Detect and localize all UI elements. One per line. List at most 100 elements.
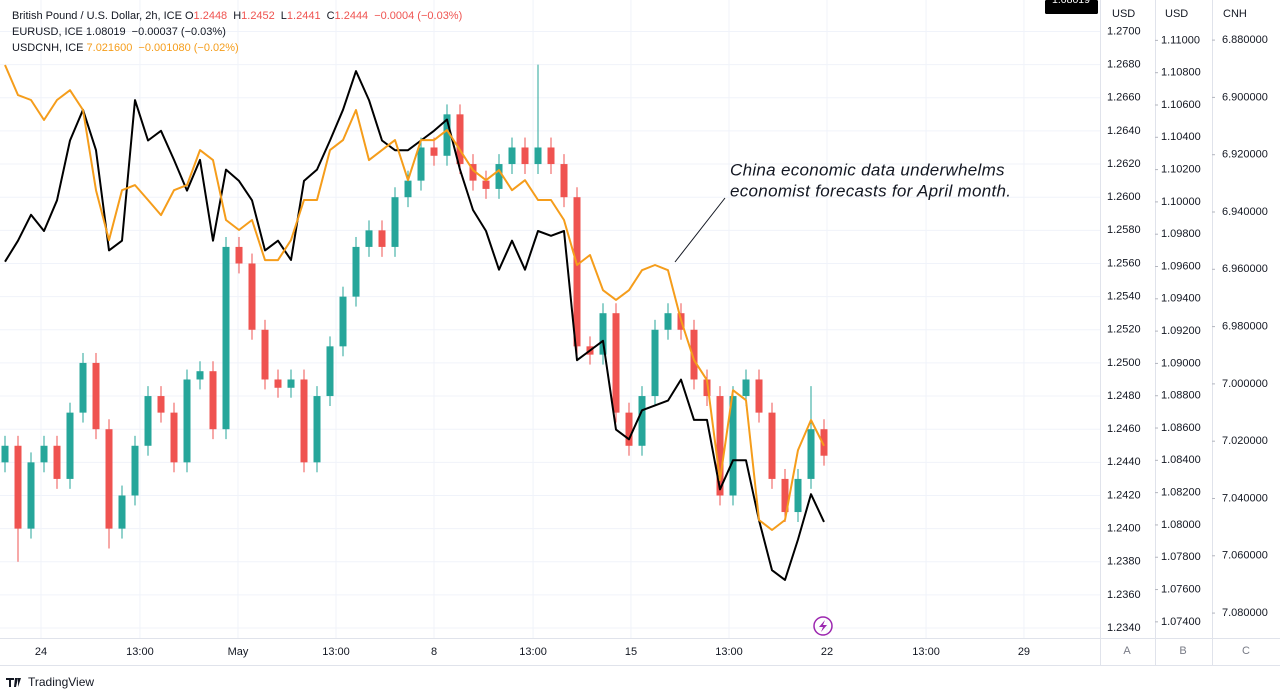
candle-body — [170, 412, 178, 463]
x-tick-label: 13:00 — [322, 646, 350, 658]
legend-change: −0.0004 (−0.03%) — [374, 10, 463, 22]
y2-tick-label: 1.08600 — [1161, 422, 1201, 434]
candle-body — [209, 371, 217, 430]
y2-tick-label: 1.09600 — [1161, 260, 1201, 272]
axis-title: USD — [1165, 8, 1188, 20]
candle-body — [755, 379, 763, 413]
annotation-line: China economic data underwhelms — [730, 160, 1005, 179]
x-tick-label: 13:00 — [912, 646, 940, 658]
legend-row: USDCNH, ICE 7.021600 −0.001080 (−0.02%) — [12, 40, 465, 56]
legend-item: L1.2441 — [281, 10, 324, 22]
candle-body — [1, 445, 9, 463]
candle-body — [781, 478, 789, 513]
x-tick-label: May — [228, 646, 249, 658]
legend: British Pound / U.S. Dollar, 2h, ICE O1.2… — [12, 8, 465, 56]
y2-tick-label: 1.09800 — [1161, 228, 1201, 240]
legend-item: O1.2448 — [185, 10, 230, 22]
y-tick-label: 1.2640 — [1107, 125, 1141, 137]
axis-letter: A — [1123, 645, 1131, 657]
candle-body — [118, 495, 126, 529]
y2-tick-label: 1.09400 — [1161, 293, 1201, 305]
candle-body — [625, 412, 633, 446]
y2-tick-label: 1.07600 — [1161, 583, 1201, 595]
candle-body — [27, 462, 35, 529]
legend-row: EURUSD, ICE 1.08019 −0.00037 (−0.03%) — [12, 24, 465, 40]
candle-body — [638, 396, 646, 446]
y-tick-label: 1.2440 — [1107, 456, 1141, 468]
y3-tick-label: 6.880000 — [1222, 34, 1268, 46]
y-tick-label: 1.2420 — [1107, 489, 1141, 501]
y3-tick-label: 6.960000 — [1222, 263, 1268, 275]
y2-tick-label: 1.10200 — [1161, 164, 1201, 176]
candle-body — [14, 445, 22, 529]
candle-body — [820, 429, 828, 456]
series-name-tag-text: 1.08019 — [1052, 0, 1090, 6]
y-tick-label: 1.2560 — [1107, 257, 1141, 269]
candle-body — [599, 313, 607, 355]
y3-tick-label: 7.040000 — [1222, 492, 1268, 504]
y-tick-label: 1.2520 — [1107, 324, 1141, 336]
candle-body — [794, 478, 802, 513]
legend-title: British Pound / U.S. Dollar, 2h, ICE — [12, 10, 182, 22]
axis-letter: C — [1242, 645, 1250, 657]
candle-body — [313, 396, 321, 463]
candle-body — [339, 296, 347, 347]
y-tick-label: 1.2700 — [1107, 25, 1141, 37]
candle-body — [378, 230, 386, 247]
footer-logo — [6, 678, 21, 687]
y2-tick-label: 1.10800 — [1161, 67, 1201, 79]
y-tick-label: 1.2360 — [1107, 589, 1141, 601]
y-tick-label: 1.2600 — [1107, 191, 1141, 203]
legend-title: USDCNH, ICE — [12, 42, 84, 54]
candle-body — [482, 180, 490, 189]
candle-body — [742, 379, 750, 397]
y2-tick-label: 1.08200 — [1161, 487, 1201, 499]
x-tick-label: 15 — [625, 646, 637, 658]
y3-tick-label: 7.060000 — [1222, 550, 1268, 562]
candle-body — [352, 246, 360, 297]
y3-tick-label: 6.900000 — [1222, 91, 1268, 103]
candle-body — [365, 230, 373, 247]
legend-item: C1.2444 — [327, 10, 372, 22]
candle-body — [144, 396, 152, 446]
legend-change: −0.00037 (−0.03%) — [131, 26, 226, 38]
legend-value: 1.2448 — [193, 10, 228, 22]
candle-body — [417, 147, 425, 181]
x-tick-label: 8 — [431, 646, 437, 658]
candle-body — [92, 362, 100, 430]
y2-tick-label: 1.08800 — [1161, 390, 1201, 402]
candle-body — [157, 396, 165, 413]
y-tick-label: 1.2540 — [1107, 291, 1141, 303]
legend-title: EURUSD, ICE — [12, 26, 83, 38]
line-series — [4, 70, 825, 581]
y3-tick-label: 7.080000 — [1222, 607, 1268, 619]
legend-change: −0.001080 (−0.02%) — [138, 42, 239, 54]
y-tick-label: 1.2500 — [1107, 357, 1141, 369]
y2-tick-label: 1.08000 — [1161, 519, 1201, 531]
candle-body — [261, 329, 269, 380]
candle-body — [456, 114, 464, 165]
y2-tick-label: 1.10000 — [1161, 196, 1201, 208]
event-icon[interactable] — [813, 616, 833, 636]
candle-body — [716, 396, 724, 496]
annotation-pointer — [674, 197, 726, 263]
axis-title: USD — [1112, 8, 1135, 20]
legend-row: British Pound / U.S. Dollar, 2h, ICE O1.2… — [12, 8, 465, 24]
legend-key: O — [184, 10, 194, 22]
y-tick-label: 1.2680 — [1107, 59, 1141, 71]
x-tick-label: 13:00 — [519, 646, 547, 658]
candle-body — [66, 412, 74, 479]
candle-body — [248, 263, 256, 330]
y3-tick-label: 6.920000 — [1222, 149, 1268, 161]
y2-tick-label: 1.08400 — [1161, 454, 1201, 466]
candle-body — [612, 313, 620, 413]
y-tick-label: 1.2380 — [1107, 556, 1141, 568]
event-icon-bolt — [819, 620, 827, 632]
y-tick-label: 1.2480 — [1107, 390, 1141, 402]
legend-key: L — [280, 10, 287, 22]
legend-value: 1.08019 — [85, 26, 126, 38]
y3-tick-label: 7.020000 — [1222, 435, 1268, 447]
series-name-tag — [1045, 0, 1098, 14]
candle-body — [547, 147, 555, 165]
